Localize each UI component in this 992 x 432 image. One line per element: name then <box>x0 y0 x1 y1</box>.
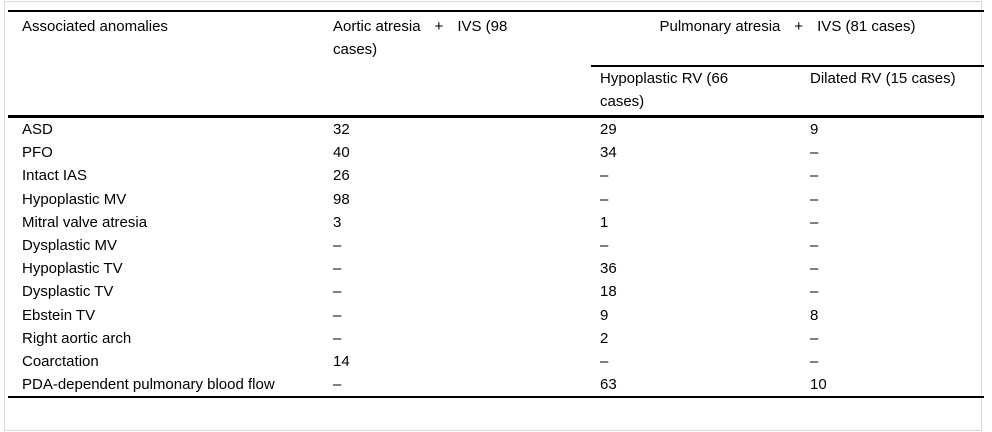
table-row: Intact IAS 26 – – <box>8 164 984 187</box>
row-label-text: PDA-dependent pulmonary blood flow <box>22 376 275 394</box>
sub-header-row: Hypoplastic RV (66 cases) Dilated RV (15… <box>591 67 984 113</box>
cell-hypoplastic-rv: 2 <box>600 329 609 347</box>
column-header-hypoplastic-rv: Hypoplastic RV (66 cases) <box>591 67 810 113</box>
row-label: Dysplastic MV <box>22 237 118 255</box>
table-row: Mitral valve atresia 3 1 – <box>8 211 984 234</box>
hypoplastic-rv-header-text: Hypoplastic RV (66 cases) <box>600 69 729 111</box>
table-row: Dysplastic TV – 18 – <box>8 280 984 303</box>
column-header-associated-anomalies: Associated anomalies <box>22 18 168 35</box>
pulmonary-atresia-group: Pulmonary atresia + IVS (81 cases) Hypopla… <box>591 15 984 115</box>
row-label: Dysplastic TV <box>22 283 114 301</box>
header-body-rule <box>8 115 984 118</box>
cell-dilated-rv: – <box>810 167 819 185</box>
cell-dilated-rv: 9 <box>810 121 819 138</box>
pulmonary-header-left: Pulmonary atresia <box>659 18 781 35</box>
table-row: Coarctation 14 – – <box>8 350 984 373</box>
row-label: PDA-dependent pulmonary blood flow <box>8 373 333 396</box>
row-label: PFO <box>22 144 53 162</box>
table-row: Dysplastic MV – – – <box>8 234 984 257</box>
cell-aortic-atresia: 32 <box>333 121 350 138</box>
cell-hypoplastic-rv: 63 <box>600 376 617 394</box>
cell-dilated-rv: – <box>810 283 819 301</box>
table-row: PDA-dependent pulmonary blood flow – 63 … <box>8 373 984 396</box>
cell-hypoplastic-rv: – <box>600 237 609 255</box>
table-row: PFO 40 34 – <box>8 141 984 164</box>
row-label: Intact IAS <box>22 167 88 185</box>
cell-hypoplastic-rv: 36 <box>600 260 617 278</box>
cell-aortic-atresia: 98 <box>333 190 350 208</box>
cell-aortic-atresia: – <box>333 283 342 301</box>
cell-dilated-rv: – <box>810 213 819 231</box>
cell-hypoplastic-rv: 29 <box>600 121 617 138</box>
cell-hypoplastic-rv: – <box>600 190 609 208</box>
anomalies-table: Associated anomalies Aortic atresia + IVS … <box>8 10 984 399</box>
cell-aortic-atresia: – <box>333 260 342 278</box>
row-label: Right aortic arch <box>22 329 132 347</box>
cell-dilated-rv: – <box>810 237 819 255</box>
cell-hypoplastic-rv: 18 <box>600 283 617 301</box>
cell-dilated-rv: – <box>810 144 819 162</box>
column-header-aortic-atresia: Aortic atresia + IVS (98 cases) <box>333 15 591 115</box>
cell-dilated-rv: – <box>810 260 819 278</box>
aortic-header-left: Aortic atresia <box>333 18 421 35</box>
table-top-rule <box>8 10 984 12</box>
column-header-dilated-rv: Dilated RV (15 cases) <box>810 69 956 87</box>
cell-aortic-atresia: – <box>333 376 342 394</box>
table-bottom-rule <box>8 396 984 399</box>
cell-dilated-rv: – <box>810 353 819 371</box>
row-label: Hypoplastic MV <box>22 190 127 208</box>
group-span-rule <box>591 65 984 67</box>
cell-aortic-atresia: 14 <box>333 353 350 371</box>
table-row: ASD 32 29 9 <box>8 118 984 141</box>
cell-aortic-atresia: 26 <box>333 167 350 185</box>
cell-hypoplastic-rv: – <box>600 167 609 185</box>
aortic-header-plus: + <box>434 18 444 35</box>
table-row: Hypoplastic MV 98 – – <box>8 188 984 211</box>
cell-hypoplastic-rv: 34 <box>600 144 617 162</box>
cell-aortic-atresia: 40 <box>333 144 350 162</box>
pulmonary-header-plus: + <box>794 18 804 35</box>
row-label: Hypoplastic TV <box>22 260 123 278</box>
cell-aortic-atresia: – <box>333 237 342 255</box>
row-label: Coarctation <box>22 353 99 371</box>
table-row: Right aortic arch – 2 – <box>8 327 984 350</box>
cell-dilated-rv: 10 <box>810 376 827 394</box>
cell-hypoplastic-rv: 1 <box>600 213 609 231</box>
aortic-header-line2: cases) <box>333 41 378 59</box>
table-body: ASD 32 29 9 PFO 40 34 – Intact IAS 26 – … <box>8 118 984 396</box>
cell-aortic-atresia: – <box>333 306 342 324</box>
cell-hypoplastic-rv: – <box>600 353 609 371</box>
table-row: Hypoplastic TV – 36 – <box>8 257 984 280</box>
cell-hypoplastic-rv: 9 <box>600 306 609 324</box>
row-label: ASD <box>22 121 53 138</box>
aortic-header-right: IVS (98 <box>457 18 508 35</box>
pulmonary-header-right: IVS (81 cases) <box>817 18 916 35</box>
cell-dilated-rv: 8 <box>810 306 819 324</box>
aortic-header-line1: Aortic atresia + IVS (98 <box>333 15 591 38</box>
table-header: Associated anomalies Aortic atresia + IVS … <box>8 12 984 115</box>
table-row: Ebstein TV – 9 8 <box>8 304 984 327</box>
cell-dilated-rv: – <box>810 190 819 208</box>
group-header-pulmonary-atresia: Pulmonary atresia + IVS (81 cases) <box>591 15 984 38</box>
cell-dilated-rv: – <box>810 329 819 347</box>
cell-aortic-atresia: 3 <box>333 213 342 231</box>
cell-aortic-atresia: – <box>333 329 342 347</box>
row-label: Mitral valve atresia <box>22 213 148 231</box>
row-label: Ebstein TV <box>22 306 96 324</box>
